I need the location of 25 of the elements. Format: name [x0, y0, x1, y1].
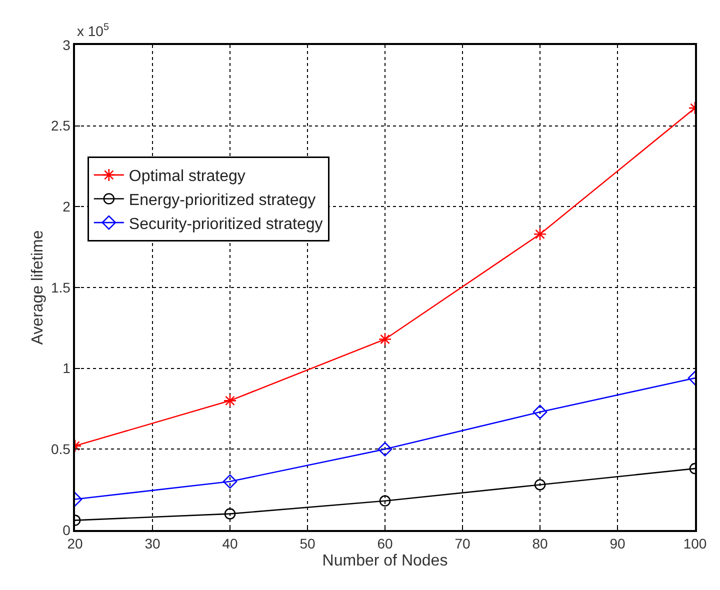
point: [378, 332, 392, 346]
y-tick-label: 3: [62, 36, 71, 53]
x-tick-label: 40: [222, 536, 238, 552]
x-tick-label: 70: [454, 536, 470, 552]
x-tick-label: 90: [610, 536, 626, 552]
point: [378, 442, 392, 456]
y-axis-title: Average lifetime: [29, 230, 46, 345]
y-tick-label: 1: [62, 360, 71, 376]
y-tick-label: 0: [62, 522, 71, 538]
y-tick-label: 0.5: [50, 441, 71, 458]
x-tick-label: 80: [532, 536, 548, 552]
legend-label: Optimal strategy: [128, 168, 246, 186]
x-tick-label: 30: [144, 536, 160, 552]
y-tick-label: 2.5: [50, 118, 71, 134]
y-tick-label: 2: [62, 198, 71, 215]
x-axis-title: Number of Nodes: [322, 552, 448, 570]
x-tick-label: 20: [67, 536, 83, 552]
x-tick-label: 50: [300, 536, 316, 552]
point: [379, 495, 391, 507]
legend-label: Security-prioritized strategy: [128, 216, 323, 233]
legend-label: Energy-prioritized strategy: [128, 192, 316, 209]
text: x 10$^{5}$: [77, 22, 110, 39]
y-tick-label: 1.5: [50, 279, 71, 296]
x-tick-label: 60: [377, 536, 393, 552]
x-tick-label: 100: [683, 536, 707, 552]
